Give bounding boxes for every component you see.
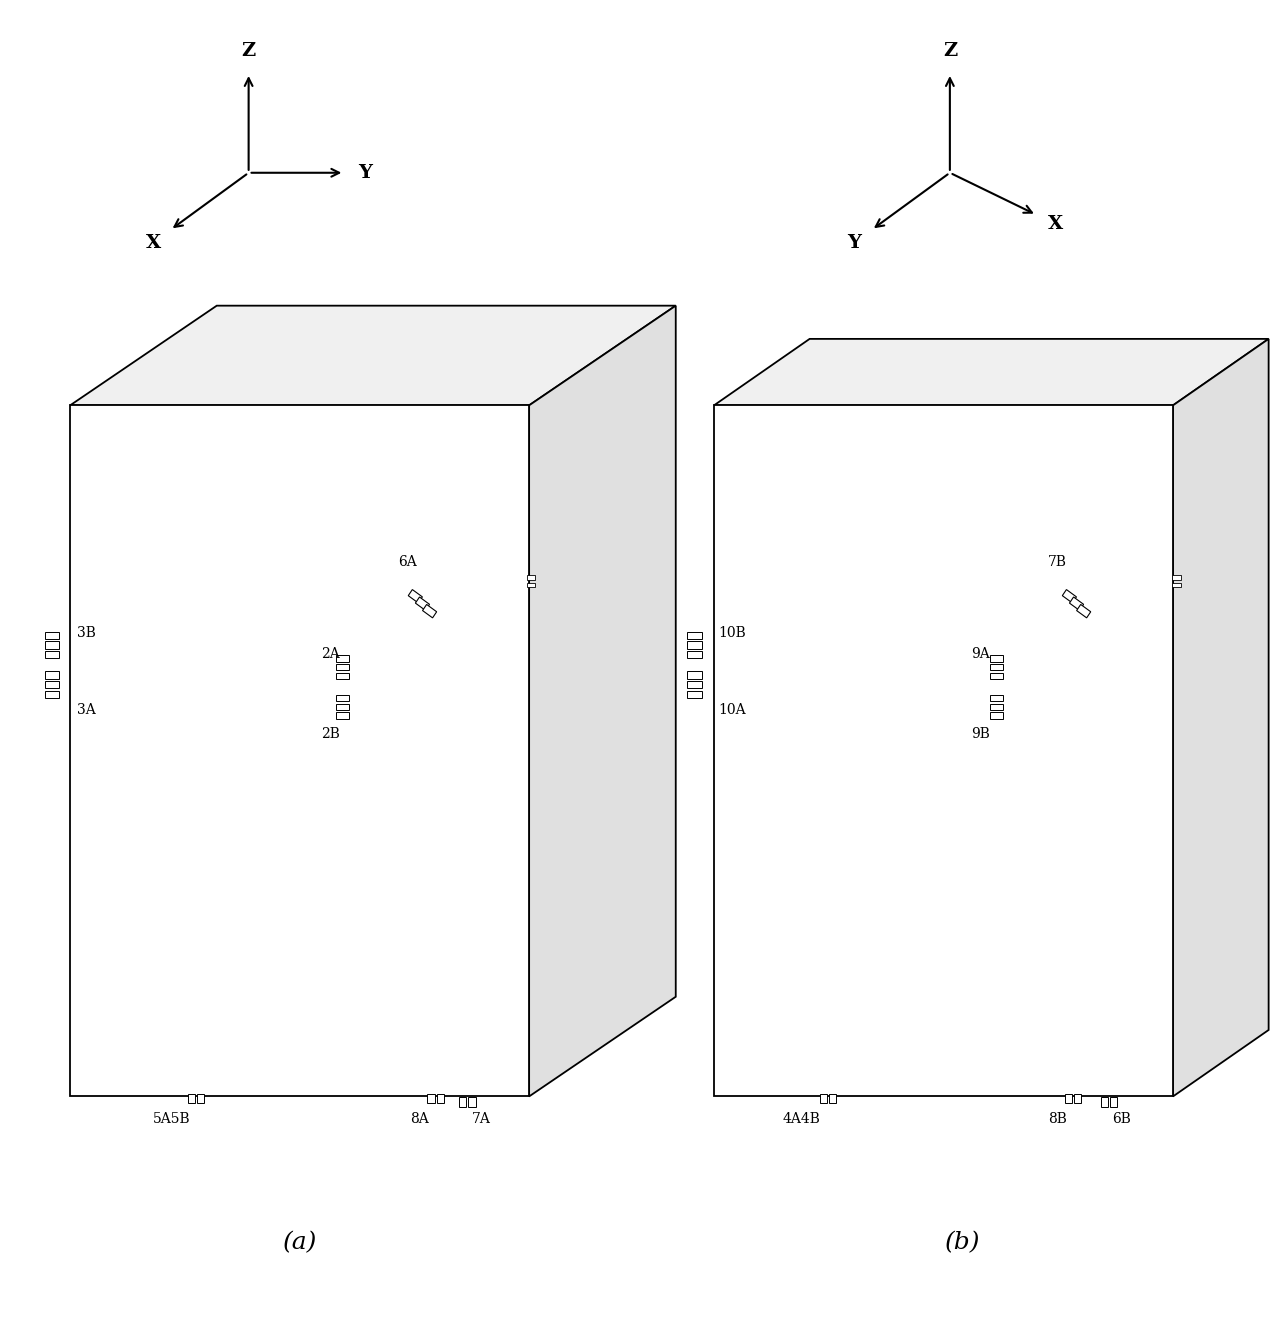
- Bar: [687, 651, 701, 658]
- Bar: [427, 1094, 435, 1103]
- Text: 7B: 7B: [1048, 556, 1067, 569]
- Text: Z: Z: [241, 43, 256, 60]
- Bar: [187, 1094, 195, 1103]
- Bar: [1100, 1098, 1108, 1107]
- Bar: [989, 712, 1003, 719]
- Bar: [1065, 1094, 1072, 1103]
- Text: Y: Y: [358, 163, 372, 182]
- Bar: [335, 712, 349, 719]
- Bar: [820, 1094, 827, 1103]
- Polygon shape: [1173, 339, 1269, 1096]
- Text: 7A: 7A: [472, 1112, 491, 1126]
- Bar: [45, 680, 59, 688]
- Bar: [1074, 1094, 1081, 1103]
- Bar: [1076, 605, 1090, 618]
- Text: 3B: 3B: [76, 626, 96, 639]
- Text: 8B: 8B: [1048, 1112, 1067, 1126]
- Text: X: X: [145, 234, 161, 251]
- Text: Y: Y: [848, 234, 862, 251]
- Polygon shape: [529, 306, 676, 1096]
- Bar: [1109, 1098, 1117, 1107]
- Bar: [687, 671, 701, 679]
- Text: 4A4B: 4A4B: [783, 1112, 821, 1126]
- Bar: [45, 691, 59, 698]
- Bar: [527, 575, 535, 581]
- Bar: [335, 663, 349, 670]
- Bar: [527, 582, 535, 587]
- Bar: [687, 691, 701, 698]
- Bar: [989, 655, 1003, 662]
- Text: 6B: 6B: [1112, 1112, 1131, 1126]
- Bar: [989, 695, 1003, 702]
- Bar: [1062, 590, 1076, 603]
- Bar: [436, 1094, 444, 1103]
- Text: 9A: 9A: [972, 647, 991, 661]
- Bar: [989, 672, 1003, 679]
- Bar: [989, 703, 1003, 710]
- Text: 2A: 2A: [321, 647, 340, 661]
- Bar: [335, 672, 349, 679]
- Bar: [1172, 575, 1181, 581]
- Text: X: X: [1048, 215, 1063, 233]
- Bar: [45, 651, 59, 658]
- Bar: [687, 631, 701, 639]
- Bar: [1070, 597, 1084, 610]
- Bar: [196, 1094, 204, 1103]
- Bar: [335, 655, 349, 662]
- Text: 6A: 6A: [398, 556, 417, 569]
- Text: 2B: 2B: [321, 727, 340, 740]
- Bar: [335, 695, 349, 702]
- Bar: [1172, 582, 1181, 587]
- Bar: [45, 631, 59, 639]
- Bar: [468, 1098, 476, 1107]
- Text: 3A: 3A: [76, 703, 96, 716]
- Text: (a): (a): [283, 1231, 316, 1255]
- Bar: [45, 671, 59, 679]
- Bar: [335, 703, 349, 710]
- Bar: [687, 680, 701, 688]
- Text: 9B: 9B: [972, 727, 991, 740]
- Text: 10A: 10A: [718, 703, 746, 716]
- Polygon shape: [70, 405, 529, 1096]
- Bar: [687, 641, 701, 649]
- Polygon shape: [70, 306, 676, 405]
- Polygon shape: [714, 405, 1173, 1096]
- Text: 10B: 10B: [718, 626, 746, 639]
- Bar: [989, 663, 1003, 670]
- Bar: [422, 605, 436, 618]
- Text: (b): (b): [945, 1231, 980, 1255]
- Polygon shape: [714, 339, 1269, 405]
- Bar: [416, 597, 430, 610]
- Bar: [829, 1094, 836, 1103]
- Bar: [408, 590, 422, 603]
- Bar: [459, 1098, 467, 1107]
- Text: 8A: 8A: [411, 1112, 430, 1126]
- Text: 5A5B: 5A5B: [153, 1112, 191, 1126]
- Text: Z: Z: [942, 43, 958, 60]
- Bar: [45, 641, 59, 649]
